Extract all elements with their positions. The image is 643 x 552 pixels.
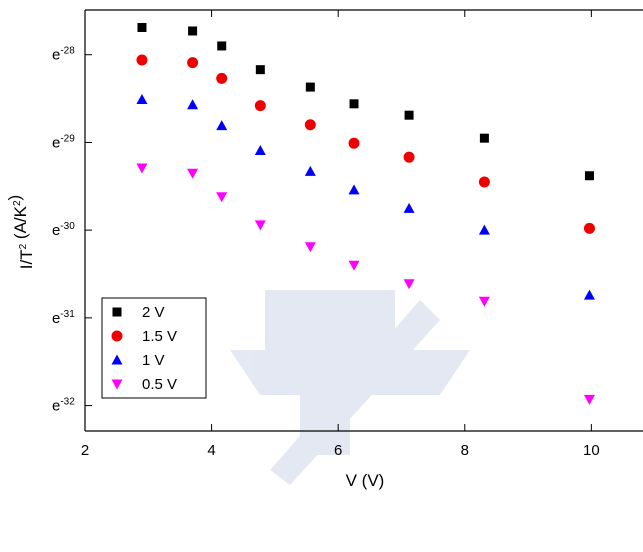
legend-label: 1.5 V bbox=[142, 328, 177, 345]
x-tick-label: 6 bbox=[334, 442, 342, 459]
marker bbox=[113, 308, 122, 317]
marker bbox=[216, 73, 227, 84]
marker bbox=[216, 192, 227, 202]
marker bbox=[137, 23, 146, 32]
marker bbox=[306, 83, 315, 92]
x-tick-label: 8 bbox=[461, 442, 469, 459]
marker bbox=[584, 395, 595, 405]
marker bbox=[255, 100, 266, 111]
y-axis-title: I/T2 (A/K2) bbox=[5, 195, 36, 269]
marker bbox=[255, 145, 266, 155]
marker bbox=[112, 331, 123, 342]
marker bbox=[305, 166, 316, 176]
marker bbox=[404, 279, 415, 289]
y-tick-label: e-31 bbox=[52, 309, 75, 327]
y-tick-label: e-30 bbox=[52, 221, 75, 239]
marker bbox=[350, 99, 359, 108]
marker bbox=[405, 111, 414, 120]
marker bbox=[305, 119, 316, 130]
marker bbox=[256, 65, 265, 74]
marker bbox=[216, 120, 227, 130]
chart: V (V) I/T2 (A/K2) 2 4 6 8 10 e-28 e-29 e-30 e-31… bbox=[0, 0, 643, 547]
x-tick-label: 4 bbox=[207, 442, 215, 459]
marker bbox=[136, 54, 147, 65]
marker bbox=[479, 177, 490, 188]
marker bbox=[136, 94, 147, 104]
marker bbox=[187, 99, 198, 109]
watermark bbox=[230, 290, 470, 485]
marker bbox=[404, 152, 415, 163]
y-tick-label: e-29 bbox=[52, 133, 75, 151]
marker bbox=[584, 290, 595, 300]
legend-label: 0.5 V bbox=[142, 376, 177, 393]
x-axis-title: V (V) bbox=[346, 471, 385, 490]
marker bbox=[349, 261, 360, 271]
marker bbox=[136, 164, 147, 174]
marker bbox=[584, 223, 595, 234]
marker bbox=[255, 220, 266, 230]
marker bbox=[479, 297, 490, 307]
marker bbox=[404, 203, 415, 213]
marker bbox=[585, 171, 594, 180]
y-tick-label: e-28 bbox=[52, 46, 75, 64]
marker bbox=[305, 242, 316, 252]
marker bbox=[187, 169, 198, 179]
marker bbox=[187, 57, 198, 68]
y-tick-label: e-32 bbox=[52, 397, 75, 415]
marker bbox=[188, 26, 197, 35]
marker bbox=[480, 134, 489, 143]
marker bbox=[349, 184, 360, 194]
x-tick-label: 2 bbox=[81, 442, 89, 459]
marker bbox=[479, 225, 490, 235]
legend-label: 2 V bbox=[142, 304, 165, 321]
legend-label: 1 V bbox=[142, 352, 165, 369]
marker bbox=[349, 138, 360, 149]
x-tick-label: 10 bbox=[583, 442, 600, 459]
marker bbox=[217, 41, 226, 50]
